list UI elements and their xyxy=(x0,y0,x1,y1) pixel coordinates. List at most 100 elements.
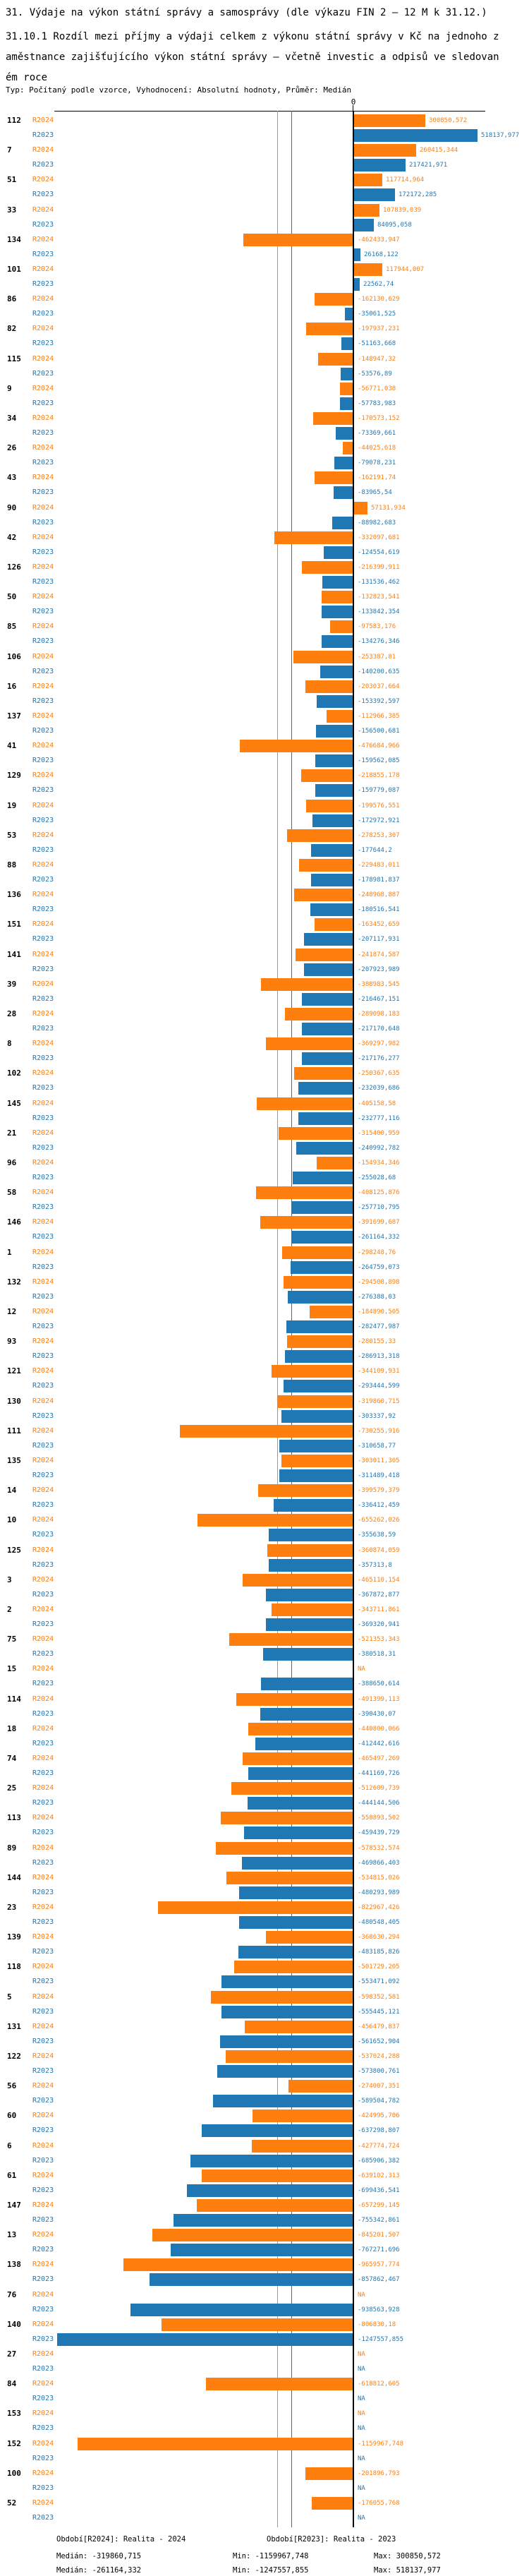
bar-r2023[interactable] xyxy=(315,784,353,797)
bar-r2024[interactable] xyxy=(354,204,379,217)
bar-r2024[interactable] xyxy=(229,1633,353,1646)
bar-r2024[interactable] xyxy=(274,531,353,544)
bar-r2023[interactable] xyxy=(213,2095,353,2107)
bar-r2024[interactable] xyxy=(78,2438,353,2450)
bar-r2023[interactable] xyxy=(334,457,353,469)
bar-r2024[interactable] xyxy=(285,1008,353,1021)
bar-r2023[interactable] xyxy=(279,1440,353,1452)
bar-r2023[interactable] xyxy=(130,2304,353,2316)
bar-r2023[interactable] xyxy=(263,1648,353,1661)
bar-r2023[interactable] xyxy=(221,2006,353,2018)
bar-r2024[interactable] xyxy=(302,561,353,574)
bar-r2024[interactable] xyxy=(315,471,353,484)
bar-r2023[interactable] xyxy=(345,308,353,320)
bar-r2024[interactable] xyxy=(318,353,353,366)
bar-r2023[interactable] xyxy=(57,2333,353,2346)
bar-r2024[interactable] xyxy=(281,1455,353,1467)
bar-r2023[interactable] xyxy=(302,1052,353,1065)
bar-r2023[interactable] xyxy=(255,1738,353,1750)
bar-r2023[interactable] xyxy=(286,1320,353,1333)
bar-r2024[interactable] xyxy=(282,1246,353,1259)
bar-r2023[interactable] xyxy=(281,1410,353,1423)
bar-r2024[interactable] xyxy=(272,1603,353,1616)
bar-r2024[interactable] xyxy=(340,383,353,395)
bar-r2023[interactable] xyxy=(244,1826,353,1839)
bar-r2023[interactable] xyxy=(354,278,360,291)
bar-r2024[interactable] xyxy=(234,1961,353,1973)
bar-r2024[interactable] xyxy=(279,1127,353,1140)
bar-r2024[interactable] xyxy=(312,2497,353,2510)
bar-r2024[interactable] xyxy=(240,740,353,752)
bar-r2023[interactable] xyxy=(354,159,406,171)
bar-r2023[interactable] xyxy=(354,248,360,261)
bar-r2024[interactable] xyxy=(216,1842,353,1855)
bar-r2024[interactable] xyxy=(354,144,416,157)
bar-r2024[interactable] xyxy=(180,1425,353,1438)
bar-r2023[interactable] xyxy=(284,1380,353,1392)
bar-r2023[interactable] xyxy=(150,2273,353,2286)
bar-r2024[interactable] xyxy=(158,1901,353,1914)
bar-r2023[interactable] xyxy=(322,635,353,648)
bar-r2023[interactable] xyxy=(354,219,374,231)
bar-r2023[interactable] xyxy=(220,2035,353,2048)
bar-r2023[interactable] xyxy=(221,1975,353,1988)
bar-r2023[interactable] xyxy=(316,725,353,738)
bar-r2024[interactable] xyxy=(243,234,353,246)
bar-r2024[interactable] xyxy=(256,1186,353,1199)
bar-r2023[interactable] xyxy=(322,606,353,618)
bar-r2023[interactable] xyxy=(315,754,353,767)
bar-r2023[interactable] xyxy=(238,1946,353,1958)
bar-r2024[interactable] xyxy=(211,1991,353,2004)
bar-r2024[interactable] xyxy=(315,918,353,931)
bar-r2023[interactable] xyxy=(293,1172,353,1184)
bar-r2024[interactable] xyxy=(310,1306,353,1318)
bar-r2024[interactable] xyxy=(123,2258,353,2271)
bar-r2023[interactable] xyxy=(341,368,353,380)
bar-r2023[interactable] xyxy=(311,844,353,857)
bar-r2024[interactable] xyxy=(197,1514,353,1527)
bar-r2023[interactable] xyxy=(341,337,353,350)
bar-r2023[interactable] xyxy=(285,1350,353,1363)
bar-r2023[interactable] xyxy=(332,517,353,529)
bar-r2023[interactable] xyxy=(171,2244,353,2256)
bar-r2024[interactable] xyxy=(206,2378,353,2390)
bar-r2024[interactable] xyxy=(243,1752,353,1765)
bar-r2024[interactable] xyxy=(354,114,425,127)
bar-r2023[interactable] xyxy=(302,993,353,1006)
bar-r2023[interactable] xyxy=(336,427,353,440)
bar-r2023[interactable] xyxy=(317,695,353,708)
bar-r2024[interactable] xyxy=(243,1574,353,1587)
bar-r2024[interactable] xyxy=(248,1723,353,1735)
bar-r2023[interactable] xyxy=(279,1469,353,1482)
bar-r2023[interactable] xyxy=(239,1886,353,1899)
bar-r2023[interactable] xyxy=(298,1082,353,1095)
bar-r2023[interactable] xyxy=(217,2065,353,2078)
bar-r2023[interactable] xyxy=(320,666,353,678)
bar-r2023[interactable] xyxy=(324,546,353,559)
bar-r2023[interactable] xyxy=(298,1112,353,1125)
bar-r2024[interactable] xyxy=(327,710,353,723)
bar-r2024[interactable] xyxy=(294,889,353,901)
bar-r2023[interactable] xyxy=(248,1767,353,1780)
bar-r2024[interactable] xyxy=(287,1335,353,1348)
bar-r2023[interactable] xyxy=(269,1529,353,1541)
bar-r2024[interactable] xyxy=(226,2050,353,2063)
bar-r2023[interactable] xyxy=(334,486,353,499)
bar-r2024[interactable] xyxy=(315,293,353,306)
bar-r2024[interactable] xyxy=(272,1365,353,1378)
bar-r2023[interactable] xyxy=(340,397,353,410)
bar-r2024[interactable] xyxy=(294,1067,353,1080)
bar-r2023[interactable] xyxy=(288,1291,353,1304)
bar-r2024[interactable] xyxy=(236,1693,353,1706)
bar-r2024[interactable] xyxy=(231,1782,353,1795)
bar-r2024[interactable] xyxy=(354,174,382,186)
bar-r2024[interactable] xyxy=(266,1037,353,1050)
bar-r2024[interactable] xyxy=(261,978,353,991)
bar-r2023[interactable] xyxy=(174,2214,353,2227)
bar-r2024[interactable] xyxy=(288,2080,353,2093)
bar-r2024[interactable] xyxy=(322,591,353,603)
bar-r2024[interactable] xyxy=(245,2021,353,2033)
bar-r2023[interactable] xyxy=(261,1678,353,1690)
bar-r2024[interactable] xyxy=(266,1931,353,1944)
bar-r2023[interactable] xyxy=(266,1589,353,1601)
